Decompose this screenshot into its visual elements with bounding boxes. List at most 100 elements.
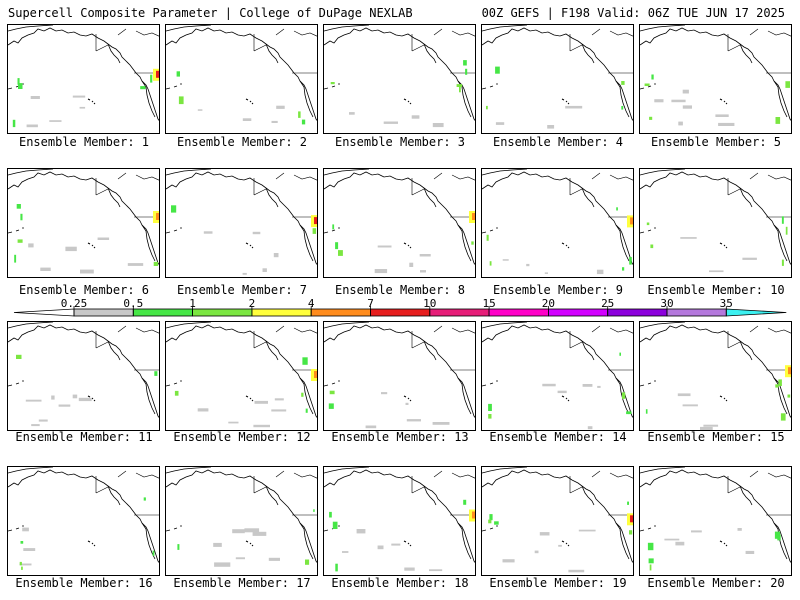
member-label: Ensemble Member: xyxy=(647,283,771,297)
hawaii-islands xyxy=(403,98,412,105)
map-canvas xyxy=(8,322,159,427)
scale-swatch xyxy=(132,308,194,317)
coastline xyxy=(640,467,791,563)
scale-tick-label: 4 xyxy=(308,297,315,310)
scp-field xyxy=(644,74,790,126)
scp-field xyxy=(16,354,158,427)
member-label: Ensemble Member: xyxy=(647,430,771,444)
ensemble-member-map xyxy=(323,168,476,278)
coastline xyxy=(166,467,317,563)
map-canvas xyxy=(640,25,791,126)
political-borders xyxy=(253,172,317,218)
ensemble-member-caption: Ensemble Member: 20 xyxy=(637,576,795,590)
ensemble-member-map xyxy=(7,466,160,576)
member-number: 10 xyxy=(770,283,785,297)
scp-field xyxy=(12,68,159,128)
ensemble-member-caption: Ensemble Member: 5 xyxy=(637,135,795,149)
political-borders xyxy=(727,172,791,218)
scp-field xyxy=(486,66,625,129)
map-canvas xyxy=(640,322,791,430)
member-label: Ensemble Member: xyxy=(489,430,613,444)
coastline xyxy=(324,25,475,121)
hawaii-islands xyxy=(87,540,96,547)
map-canvas xyxy=(640,169,791,273)
scale-swatch xyxy=(192,308,253,317)
scale-arrow-left xyxy=(13,308,75,317)
scp-field xyxy=(486,207,633,275)
ensemble-member-map xyxy=(165,168,318,278)
map-canvas xyxy=(166,25,317,125)
scale-swatch xyxy=(251,308,312,317)
ensemble-member-map xyxy=(639,466,792,576)
coastline xyxy=(640,25,791,121)
map-canvas xyxy=(324,467,475,572)
map-canvas xyxy=(8,25,159,128)
ensemble-member-caption: Ensemble Member: 17 xyxy=(163,576,321,590)
member-number: 1 xyxy=(141,135,150,149)
political-borders xyxy=(727,470,791,516)
coastline xyxy=(324,322,475,418)
scp-field xyxy=(171,205,317,275)
member-number: 9 xyxy=(615,283,624,297)
political-borders xyxy=(95,470,159,516)
ensemble-member-caption: Ensemble Member: 8 xyxy=(321,283,479,297)
scale-tick-label: 7 xyxy=(367,297,374,310)
scp-field xyxy=(647,528,781,571)
scale-tick-label: 15 xyxy=(482,297,495,310)
scale-tick-label: 30 xyxy=(660,297,673,310)
model-run-info: 00Z GEFS | F198 Valid: 06Z TUE JUN 17 20… xyxy=(481,6,785,20)
scp-field xyxy=(329,499,475,572)
scp-field xyxy=(328,390,450,429)
political-borders xyxy=(253,470,317,516)
member-number: 17 xyxy=(296,576,311,590)
ensemble-member-caption: Ensemble Member: 6 xyxy=(5,283,163,297)
ensemble-member-map xyxy=(165,24,318,134)
scp-field xyxy=(174,357,317,428)
map-canvas xyxy=(324,25,475,128)
political-borders xyxy=(411,172,475,218)
scale-tick-label: 1 xyxy=(189,297,196,310)
ensemble-member-map xyxy=(639,168,792,278)
member-label: Ensemble Member: xyxy=(18,283,142,297)
ensemble-member-caption: Ensemble Member: 11 xyxy=(5,430,163,444)
member-number: 19 xyxy=(612,576,627,590)
ensemble-member-map xyxy=(323,24,476,134)
map-canvas xyxy=(482,322,633,430)
member-number: 6 xyxy=(141,283,150,297)
hawaii-islands xyxy=(87,242,96,249)
member-number: 3 xyxy=(457,135,466,149)
map-canvas xyxy=(482,467,633,573)
member-number: 14 xyxy=(612,430,627,444)
member-number: 20 xyxy=(770,576,785,590)
ensemble-member-map xyxy=(7,24,160,134)
political-borders xyxy=(95,172,159,218)
ensemble-member-map xyxy=(639,321,792,431)
member-number: 2 xyxy=(299,135,308,149)
hawaii-islands xyxy=(561,242,570,249)
member-label: Ensemble Member: xyxy=(331,576,455,590)
member-number: 15 xyxy=(770,430,785,444)
ensemble-member-map xyxy=(481,24,634,134)
hawaii-islands xyxy=(403,242,412,249)
coastline xyxy=(8,322,159,418)
coastline xyxy=(166,169,317,265)
coastline xyxy=(8,169,159,265)
hawaii-islands xyxy=(245,395,254,402)
hawaii-islands xyxy=(719,540,728,547)
member-number: 18 xyxy=(454,576,469,590)
map-canvas xyxy=(8,169,159,274)
scale-swatch xyxy=(370,308,431,317)
member-label: Ensemble Member: xyxy=(647,576,771,590)
member-label: Ensemble Member: xyxy=(15,430,139,444)
political-borders xyxy=(411,325,475,371)
color-scale-bar: 0.25 0.5 1 2 4 7 10 15 20 25 30 35 xyxy=(13,297,787,317)
ensemble-member-caption: Ensemble Member: 12 xyxy=(163,430,321,444)
scp-field xyxy=(645,365,791,430)
member-label: Ensemble Member: xyxy=(489,576,613,590)
map-canvas xyxy=(482,169,633,275)
scp-field xyxy=(14,204,159,274)
coastline xyxy=(640,322,791,418)
member-label: Ensemble Member: xyxy=(176,135,300,149)
ensemble-member-caption: Ensemble Member: 18 xyxy=(321,576,479,590)
ensemble-member-caption: Ensemble Member: 3 xyxy=(321,135,479,149)
